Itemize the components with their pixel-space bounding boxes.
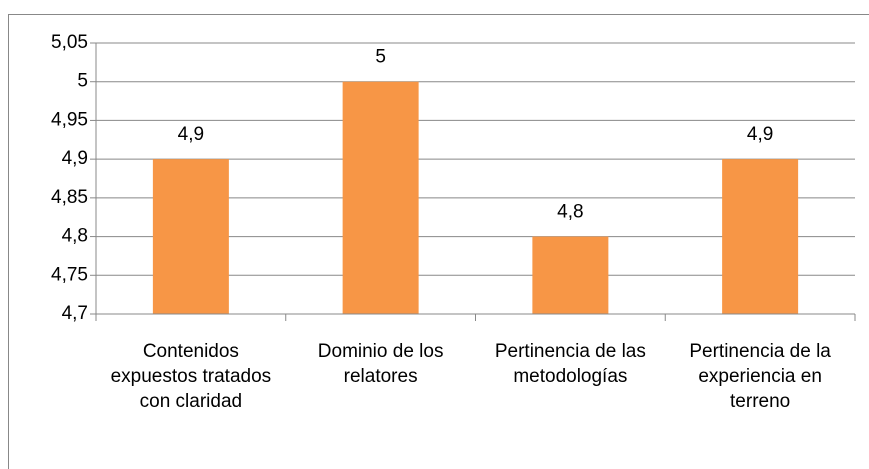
x-tick-label: Pertinencia de las metodologías	[494, 341, 646, 387]
bar	[152, 159, 229, 314]
bar	[532, 236, 609, 314]
y-tick-label: 4,9	[62, 148, 88, 169]
y-tick-label: 4,85	[51, 187, 88, 208]
data-label: 4,9	[178, 124, 204, 145]
bar	[342, 81, 419, 314]
data-label: 4,9	[747, 124, 773, 145]
bar	[722, 159, 799, 314]
y-tick-label: 5,05	[51, 32, 88, 53]
x-tick-label: Contenidos expuestos tratados con clarid…	[110, 341, 272, 412]
y-tick-label: 4,75	[51, 264, 88, 285]
y-tick-label: 5	[77, 71, 88, 92]
y-tick-label: 4,95	[51, 109, 88, 130]
y-tick-label: 4,8	[62, 226, 88, 247]
x-tick-label: Pertinencia de la experiencia en terreno	[689, 341, 831, 412]
data-label: 5	[375, 47, 386, 68]
data-label: 4,8	[557, 202, 583, 223]
x-tick-label: Dominio de los relatores	[317, 341, 444, 387]
y-tick-label: 4,7	[62, 303, 88, 324]
chart-border	[8, 14, 869, 469]
